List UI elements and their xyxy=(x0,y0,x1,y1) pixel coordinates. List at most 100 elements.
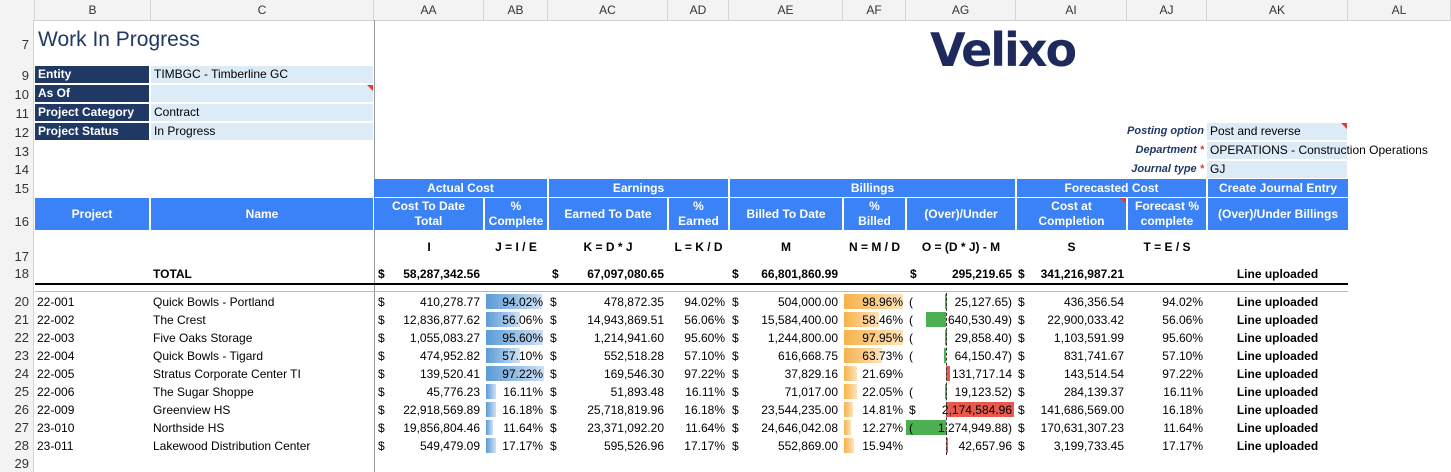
currency-symbol: $ xyxy=(1018,331,1025,345)
over-under: 42,657.96 xyxy=(958,439,1012,453)
pct-earned: 11.64% xyxy=(685,421,725,435)
comment-indicator xyxy=(1120,198,1126,204)
project-name: Stratus Corporate Center TI xyxy=(153,367,301,381)
currency-symbol: $ xyxy=(732,313,739,327)
row-header[interactable]: 11 xyxy=(0,104,34,123)
forecast-pct-complete: 94.02% xyxy=(1162,295,1203,309)
cost-at-completion: 143,514.54 xyxy=(1063,367,1124,381)
col-header-ai[interactable]: AI xyxy=(1016,0,1127,20)
billed-to-date: 24,646,042.08 xyxy=(761,421,838,435)
formula-ab: J = I / E xyxy=(495,240,537,254)
currency-symbol: $ xyxy=(1018,313,1025,327)
over-under-prefix: ( xyxy=(909,385,913,399)
total-label: TOTAL xyxy=(153,267,192,281)
row-header[interactable]: 7 xyxy=(0,20,34,66)
option-value-posting[interactable]: Post and reverse xyxy=(1207,123,1347,140)
filter-value-as-of[interactable] xyxy=(151,85,373,102)
row-header[interactable]: 23 xyxy=(0,347,34,365)
row-header[interactable]: 12 xyxy=(0,123,34,142)
over-under-bar xyxy=(946,402,1014,417)
col-header-ab[interactable]: AB xyxy=(484,0,548,20)
formula-ae: M xyxy=(781,240,791,254)
row-header[interactable]: 29 xyxy=(0,455,34,472)
journal-entry-status: Line uploaded xyxy=(1236,295,1319,309)
project-name: Quick Bowls - Tigard xyxy=(153,349,264,363)
billed-to-date: 504,000.00 xyxy=(777,295,838,309)
row-header[interactable]: 26 xyxy=(0,401,34,419)
row-header[interactable]: 14 xyxy=(0,161,34,179)
col-header-b[interactable]: B xyxy=(35,0,151,20)
row-header[interactable]: 24 xyxy=(0,365,34,383)
currency-symbol: $ xyxy=(732,349,739,363)
col-header-ae[interactable]: AE xyxy=(729,0,843,20)
journal-entry-status: Line uploaded xyxy=(1236,349,1319,363)
col-header-aj[interactable]: AJ xyxy=(1127,0,1207,20)
row-header[interactable]: 17 xyxy=(0,240,34,264)
currency-symbol: $ xyxy=(550,295,557,309)
currency-symbol: $ xyxy=(550,367,557,381)
forecast-pct-complete: 56.06% xyxy=(1162,313,1203,327)
col-header-al[interactable]: AL xyxy=(1348,0,1451,20)
row-header[interactable]: 10 xyxy=(0,85,34,104)
billed-to-date: 552,869.00 xyxy=(777,439,838,453)
row-header[interactable]: 13 xyxy=(0,142,34,161)
project-id: 22-003 xyxy=(37,331,75,345)
option-value-journal-type[interactable]: GJ xyxy=(1207,161,1347,178)
cost-to-date: 12,836,877.62 xyxy=(403,313,480,327)
col-header-ac[interactable]: AC xyxy=(548,0,668,20)
forecast-pct-complete: 95.60% xyxy=(1162,331,1203,345)
project-name: The Sugar Shoppe xyxy=(153,385,254,399)
col-header-c[interactable]: C xyxy=(151,0,374,20)
header-cost-to-date: Cost To Date Total xyxy=(374,198,483,230)
option-value-department[interactable]: OPERATIONS - Construction Operations xyxy=(1207,142,1428,159)
row-header[interactable]: 28 xyxy=(0,437,34,455)
col-header-ad[interactable]: AD xyxy=(668,0,729,20)
earned-to-date: 23,371,092.20 xyxy=(587,421,664,435)
row-header[interactable]: 16 xyxy=(0,198,34,240)
currency-symbol: $ xyxy=(1018,421,1025,435)
pct-earned: 57.10% xyxy=(684,349,725,363)
pct-complete-bar xyxy=(486,384,496,399)
pct-complete-bar xyxy=(486,402,496,417)
row-header[interactable]: 25 xyxy=(0,383,34,401)
pct-billed-bar xyxy=(844,312,879,327)
row-header[interactable]: 15 xyxy=(0,179,34,198)
cost-at-completion: 170,631,307.23 xyxy=(1040,421,1124,435)
currency-symbol: $ xyxy=(1018,439,1025,453)
filter-value-project-category[interactable]: Contract xyxy=(151,104,373,121)
pct-billed: 22.05% xyxy=(862,385,903,399)
pct-complete: 57.10% xyxy=(502,349,543,363)
journal-entry-status: Line uploaded xyxy=(1236,331,1319,345)
row-header[interactable]: 19 xyxy=(0,284,34,293)
col-header-aa[interactable]: AA xyxy=(374,0,484,20)
project-id: 22-001 xyxy=(37,295,75,309)
billed-to-date: 15,584,400.00 xyxy=(761,313,838,327)
row-header[interactable]: 20 xyxy=(0,293,34,311)
row-header[interactable]: 9 xyxy=(0,66,34,85)
currency-symbol: $ xyxy=(1018,349,1025,363)
col-header-af[interactable]: AF xyxy=(843,0,906,20)
row-header[interactable]: 21 xyxy=(0,311,34,329)
row-header[interactable]: 18 xyxy=(0,264,34,284)
row-header[interactable]: 22 xyxy=(0,329,34,347)
currency-symbol: $ xyxy=(550,349,557,363)
select-all-corner[interactable] xyxy=(0,0,35,20)
over-under-bar xyxy=(906,420,946,435)
option-label-department: Department * xyxy=(1135,144,1204,156)
col-header-ag[interactable]: AG xyxy=(906,0,1016,20)
row-header[interactable]: 27 xyxy=(0,419,34,437)
earned-to-date: 478,872.35 xyxy=(603,295,664,309)
journal-entry-status: Line uploaded xyxy=(1236,421,1319,435)
formula-ad: L = K / D xyxy=(674,240,723,254)
earned-to-date: 552,518.28 xyxy=(603,349,664,363)
pct-earned: 95.60% xyxy=(684,331,725,345)
col-header-ak[interactable]: AK xyxy=(1207,0,1348,20)
header-name: Name xyxy=(151,198,373,230)
cost-to-date: 410,278.77 xyxy=(419,295,480,309)
filter-value-project-status[interactable]: In Progress xyxy=(151,123,373,140)
formula-ai: S xyxy=(1067,240,1076,254)
filter-value-entity[interactable]: TIMBGC - Timberline GC xyxy=(151,66,373,83)
over-under-prefix: ( xyxy=(909,313,913,327)
currency-symbol: $ xyxy=(550,403,557,417)
currency-symbol: $ xyxy=(378,385,385,399)
